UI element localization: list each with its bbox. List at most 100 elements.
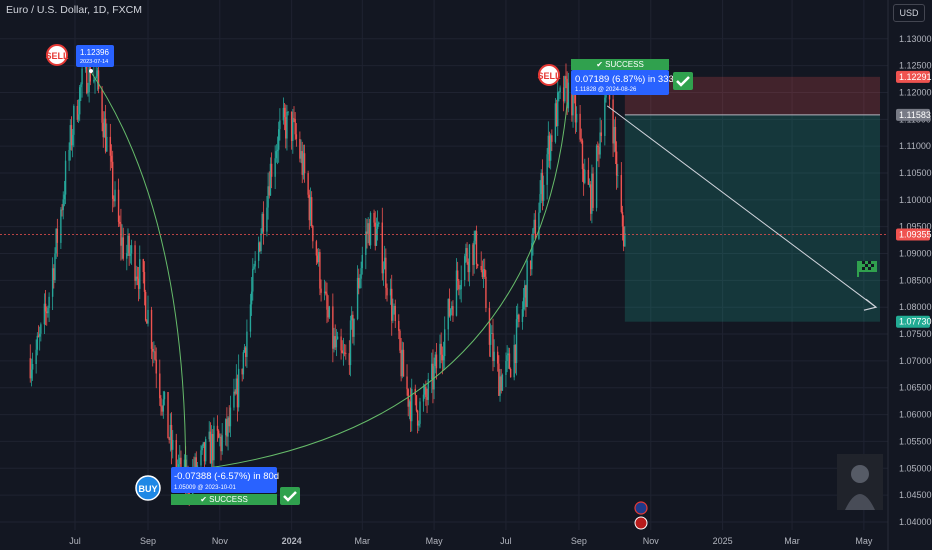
candle-body xyxy=(518,314,520,323)
candle-body xyxy=(293,118,295,120)
candle-body xyxy=(287,111,289,113)
candle-body xyxy=(336,336,339,340)
candle-body xyxy=(376,224,379,229)
candle-body xyxy=(262,213,265,232)
candle-body xyxy=(358,277,360,288)
candle-body xyxy=(38,333,41,337)
candle-body xyxy=(456,270,459,281)
candle-body xyxy=(226,419,228,437)
candle-body xyxy=(121,237,123,246)
candle-body xyxy=(320,288,322,293)
candle-body xyxy=(474,231,477,241)
candle-body xyxy=(328,306,331,318)
candle-body xyxy=(283,107,286,118)
y-tick-label: 1.08500 xyxy=(899,275,932,285)
candle-body xyxy=(408,401,411,407)
candle-body xyxy=(170,424,173,450)
candle-body xyxy=(542,184,545,201)
candle-body xyxy=(325,291,327,294)
candle-body xyxy=(366,231,368,234)
candle-body xyxy=(508,353,511,369)
candle-body xyxy=(168,438,170,441)
candle-body xyxy=(419,401,421,424)
price-label-box xyxy=(896,315,930,328)
candle-body xyxy=(235,378,238,394)
currency-button[interactable]: USD xyxy=(893,4,925,22)
candle-body xyxy=(427,379,429,400)
candle-body xyxy=(416,410,419,426)
candle-body xyxy=(580,139,582,141)
us-event-icon[interactable] xyxy=(634,516,648,530)
candle-body xyxy=(137,278,140,289)
candle-body xyxy=(37,335,40,337)
candle-body xyxy=(62,199,64,211)
candle-body xyxy=(499,376,501,396)
x-tick-label: 2025 xyxy=(713,536,733,546)
buy-signal[interactable]: BUY -0.07388 (-6.57%) in 80d 1.05009 @ 2… xyxy=(135,467,300,505)
x-tick-label: Mar xyxy=(784,536,800,546)
candle-body xyxy=(233,391,235,408)
candle-body xyxy=(110,155,113,162)
candle-body xyxy=(548,135,551,161)
candle-body xyxy=(254,260,256,267)
candle-body xyxy=(212,434,214,461)
sell-signal-1[interactable]: SELL 1.12396 2023-07-14 xyxy=(45,44,114,73)
candle-body xyxy=(524,285,526,298)
sell-badge-icon xyxy=(46,44,68,66)
candle-body xyxy=(253,266,255,269)
drawings xyxy=(0,70,888,472)
candle-body xyxy=(129,253,132,256)
candle-body xyxy=(447,299,449,330)
candle-body xyxy=(46,311,48,314)
candle-body xyxy=(333,336,335,349)
sell2-label-box xyxy=(571,70,669,95)
candle-body xyxy=(547,135,550,155)
price-label: 1.09355 xyxy=(899,229,932,239)
candle-body xyxy=(96,70,99,77)
candle-body xyxy=(122,237,124,259)
candle-body xyxy=(444,329,446,357)
sell2-check-mark-icon xyxy=(676,76,690,87)
candle-body xyxy=(617,175,619,176)
author-avatar[interactable] xyxy=(837,454,883,510)
y-tick-label: 1.06000 xyxy=(899,410,932,420)
candle-body xyxy=(150,309,153,349)
candle-body xyxy=(558,92,560,93)
candle-body xyxy=(106,136,108,152)
candle-body xyxy=(55,228,57,254)
candle-body xyxy=(402,349,405,377)
candle-body xyxy=(566,78,568,109)
buy-label-box xyxy=(171,467,277,493)
candle-body xyxy=(179,457,181,465)
candle-body xyxy=(373,212,375,223)
candle-body xyxy=(114,189,116,202)
candle-body xyxy=(209,431,212,464)
candle-body xyxy=(588,184,591,186)
candle-body xyxy=(267,186,269,208)
candle-body xyxy=(526,260,528,307)
x-tick-label: May xyxy=(426,536,444,546)
sell-signal-2[interactable]: SELL ✔ SUCCESS 0.07189 (6.87%) in 333d 1… xyxy=(537,59,693,95)
candle-body xyxy=(342,352,345,354)
candle-body xyxy=(581,140,584,170)
candle-body xyxy=(515,319,518,364)
candle-body xyxy=(493,351,495,362)
candle-body xyxy=(47,307,49,314)
buy-badge-icon xyxy=(135,475,161,501)
candle-body xyxy=(356,277,359,319)
candle-body xyxy=(88,61,90,93)
y-tick-label: 1.04000 xyxy=(899,517,932,527)
candle-body xyxy=(128,235,130,256)
candle-body xyxy=(53,268,55,281)
projection-arc-2 xyxy=(185,102,568,472)
candle-body xyxy=(480,265,482,270)
candle-body xyxy=(299,138,301,159)
candle-body xyxy=(161,406,163,412)
candle-body xyxy=(622,226,625,247)
candle-body xyxy=(308,194,311,221)
buy-success-text: ✔ SUCCESS xyxy=(200,495,248,504)
candle-body xyxy=(562,87,565,102)
eu-event-icon[interactable] xyxy=(634,501,648,515)
y-tick-label: 1.09000 xyxy=(899,249,932,259)
